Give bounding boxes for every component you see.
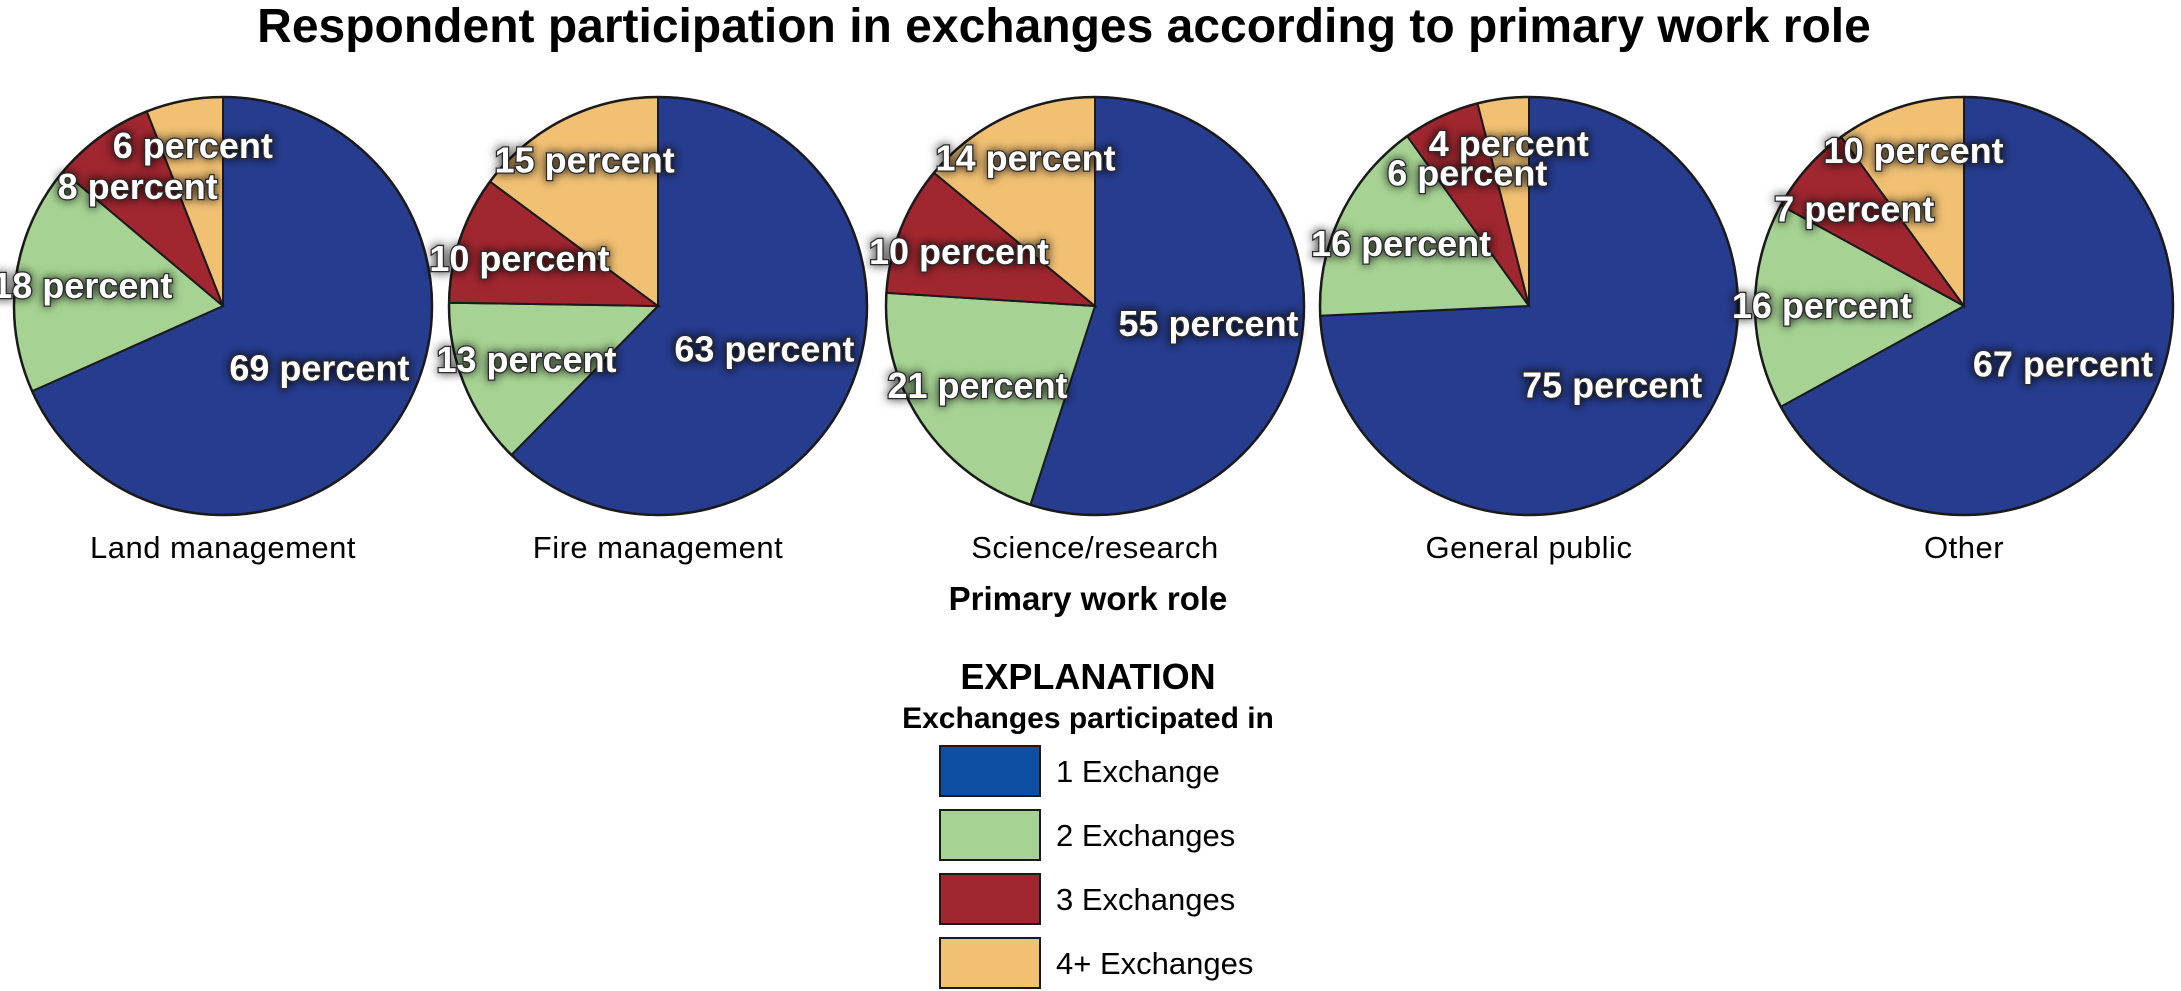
data-label: 63 percent xyxy=(674,329,854,370)
data-label: 16 percent xyxy=(1311,223,1491,264)
pie-science-research: 55 percent 21 percent 10 percent 14 percent… xyxy=(868,95,1306,565)
category-label: Science/research xyxy=(971,530,1219,565)
legend-label: 3 Exchanges xyxy=(1056,882,1235,917)
chart-title: Respondent participation in exchanges ac… xyxy=(257,0,1871,53)
legend-item: 1 Exchange xyxy=(939,745,1220,797)
pie-outline xyxy=(1753,95,2175,517)
pie-outline xyxy=(1318,95,1740,517)
data-label: 6 percent xyxy=(1387,152,1547,193)
legend-title: EXPLANATION xyxy=(960,656,1215,697)
legend-swatch xyxy=(939,745,1041,797)
data-label: 7 percent xyxy=(1774,188,1934,229)
data-label: 18 percent xyxy=(0,265,172,306)
data-label: 55 percent xyxy=(1118,303,1298,344)
legend-swatch xyxy=(939,937,1041,989)
legend-label: 4+ Exchanges xyxy=(1056,946,1253,981)
category-label: Other xyxy=(1924,530,2004,565)
legend-swatch xyxy=(939,873,1041,925)
legend-label: 2 Exchanges xyxy=(1056,818,1235,853)
category-label: General public xyxy=(1426,530,1633,565)
data-label: 21 percent xyxy=(887,365,1067,406)
data-label: 14 percent xyxy=(936,138,1116,179)
legend-subtitle: Exchanges participated in xyxy=(902,702,1274,735)
legend-items: 1 Exchange 2 Exchanges 3 Exchanges 4+ Excha… xyxy=(939,745,1253,989)
x-axis-title: Primary work role xyxy=(949,580,1228,617)
data-label: 69 percent xyxy=(229,348,409,389)
legend-swatch xyxy=(939,809,1041,861)
category-label: Land management xyxy=(90,530,356,565)
pie-outline xyxy=(884,95,1306,517)
legend-item: 3 Exchanges xyxy=(939,873,1235,925)
legend: EXPLANATION Exchanges participated in 1 … xyxy=(902,656,1274,989)
legend-item: 4+ Exchanges xyxy=(939,937,1253,989)
data-label: 10 percent xyxy=(1824,130,2004,171)
legend-item: 2 Exchanges xyxy=(939,809,1235,861)
pie-outline xyxy=(447,95,869,517)
data-label: 4 percent xyxy=(1429,123,1589,164)
category-label: Fire management xyxy=(533,530,783,565)
pie-other: 67 percent 16 percent 7 percent 10 percent O… xyxy=(1731,95,2175,565)
pie-fire-management: 63 percent 13 percent 10 percent 15 percent… xyxy=(428,95,869,565)
data-label: 10 percent xyxy=(429,238,609,279)
data-label: 67 percent xyxy=(1973,344,2153,385)
pie-outline xyxy=(12,95,434,517)
data-label: 6 percent xyxy=(113,125,273,166)
data-label: 15 percent xyxy=(495,139,675,180)
data-label: 16 percent xyxy=(1732,285,1912,326)
data-label: 8 percent xyxy=(58,166,218,207)
legend-label: 1 Exchange xyxy=(1056,754,1220,789)
data-label: 75 percent xyxy=(1522,364,1702,405)
data-label: 10 percent xyxy=(869,231,1049,272)
data-label: 13 percent xyxy=(436,339,616,380)
